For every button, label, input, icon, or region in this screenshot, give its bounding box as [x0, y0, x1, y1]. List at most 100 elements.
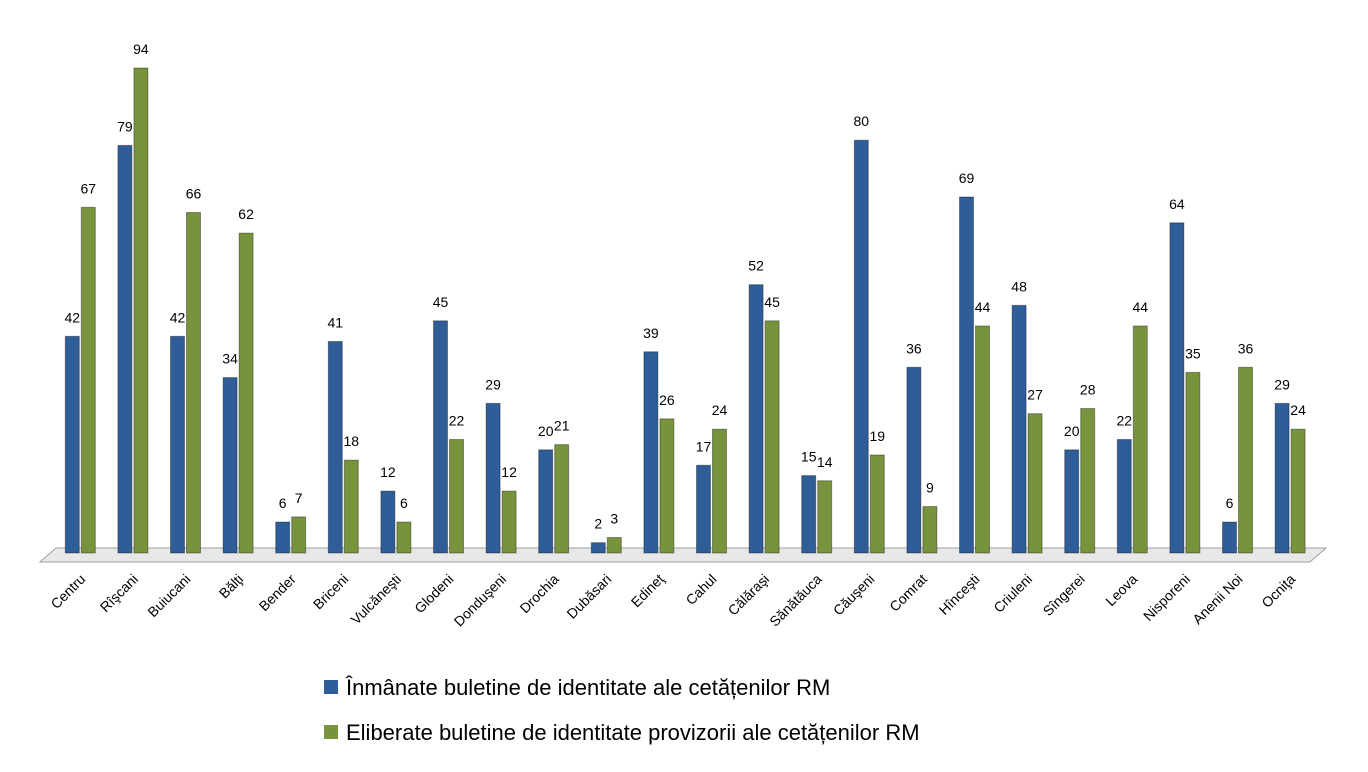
value-label: 18 [344, 433, 360, 449]
value-label: 67 [81, 180, 97, 196]
x-tick-label: Vulcăneşti [347, 571, 404, 628]
bar [922, 506, 938, 554]
bar [696, 464, 711, 554]
bar [501, 490, 517, 554]
value-label: 22 [449, 412, 465, 428]
x-tick-label: Briceni [310, 571, 352, 613]
bar [959, 196, 974, 554]
bar [906, 366, 922, 554]
value-label: 17 [696, 438, 712, 454]
value-label: 39 [643, 325, 659, 341]
value-label: 44 [1133, 299, 1149, 315]
value-label: 36 [906, 340, 922, 356]
bar [1290, 428, 1306, 554]
bar [1169, 222, 1185, 554]
value-label: 24 [712, 402, 728, 418]
x-tick-label: Nisporeni [1140, 571, 1193, 624]
value-label: 29 [1274, 376, 1290, 392]
legend-swatch [324, 680, 338, 694]
value-label: 2 [594, 516, 602, 532]
bar [554, 444, 570, 554]
x-tick-label: Drochia [516, 571, 562, 617]
bar [449, 438, 464, 554]
value-label: 36 [1238, 340, 1254, 356]
bar [1185, 371, 1201, 554]
value-label: 6 [1226, 495, 1234, 511]
x-tick-label: Hînceşti [936, 571, 983, 618]
x-tick-label: Căuşeni [830, 571, 878, 619]
value-label: 52 [748, 258, 764, 274]
x-tick-label: Dubăsari [563, 571, 614, 622]
bar [275, 521, 291, 554]
value-label: 41 [328, 314, 344, 330]
value-label: 80 [854, 113, 870, 129]
value-label: 64 [1169, 196, 1185, 212]
x-tick-label: Donduşeni [451, 571, 510, 630]
value-label: 69 [959, 170, 975, 186]
bar [1222, 521, 1237, 554]
value-label: 24 [1290, 402, 1306, 418]
bar [133, 67, 149, 554]
bar [748, 284, 764, 554]
x-tick-label: Bender [256, 571, 299, 614]
value-label: 35 [1185, 345, 1201, 361]
x-tick-label: Sîngerei [1040, 571, 1088, 619]
value-label: 45 [764, 294, 780, 310]
bar [590, 542, 606, 554]
value-label: 27 [1027, 387, 1043, 403]
bar [291, 516, 307, 554]
bar [1238, 366, 1253, 554]
value-label: 22 [1117, 412, 1133, 428]
bar [869, 454, 885, 554]
x-tick-label: Glodeni [411, 571, 456, 616]
value-label: 94 [133, 41, 149, 57]
bar [1080, 408, 1096, 554]
value-label: 34 [222, 351, 238, 367]
bar [764, 320, 780, 554]
x-tick-label: Comrat [886, 571, 930, 615]
bar [80, 206, 96, 554]
x-tick-label: Criuleni [990, 571, 1035, 616]
bar [817, 480, 833, 554]
bar [1027, 413, 1043, 554]
bar [238, 232, 254, 554]
value-label: 3 [610, 511, 618, 527]
value-label: 62 [238, 206, 254, 222]
bar [485, 402, 501, 554]
bar [659, 418, 675, 554]
value-label: 12 [380, 464, 396, 480]
bar [396, 521, 412, 554]
x-tick-label: Ocniţa [1258, 571, 1298, 611]
bar [1274, 402, 1290, 554]
value-label: 12 [501, 464, 517, 480]
value-label: 28 [1080, 382, 1096, 398]
value-label: 14 [817, 454, 833, 470]
bar [380, 490, 396, 554]
value-label: 19 [870, 428, 886, 444]
x-tick-label: Edineţ [628, 571, 667, 610]
bar [222, 377, 238, 554]
bar [801, 475, 817, 554]
bar [64, 335, 80, 554]
value-label: 42 [65, 309, 81, 325]
bar [1064, 449, 1080, 554]
x-tick-label: Anenii Noi [1189, 571, 1245, 627]
value-label: 42 [170, 309, 186, 325]
value-label: 79 [117, 118, 133, 134]
x-tick-label: Cahul [682, 571, 719, 608]
bar [327, 340, 343, 554]
value-label: 45 [433, 294, 449, 310]
x-tick-label: Buiucani [144, 571, 193, 620]
x-tick-label: Centru [47, 571, 88, 612]
bar [538, 449, 554, 554]
bar [975, 325, 990, 554]
x-tick-label: Bălţi [216, 571, 247, 602]
bar [117, 144, 133, 554]
x-tick-label: Sănătăuca [766, 571, 825, 630]
bar [186, 211, 201, 554]
bar [1011, 304, 1027, 554]
value-label: 20 [1064, 423, 1080, 439]
value-label: 20 [538, 423, 554, 439]
legend-label: Înmânate buletine de identitate ale cetă… [345, 675, 830, 700]
